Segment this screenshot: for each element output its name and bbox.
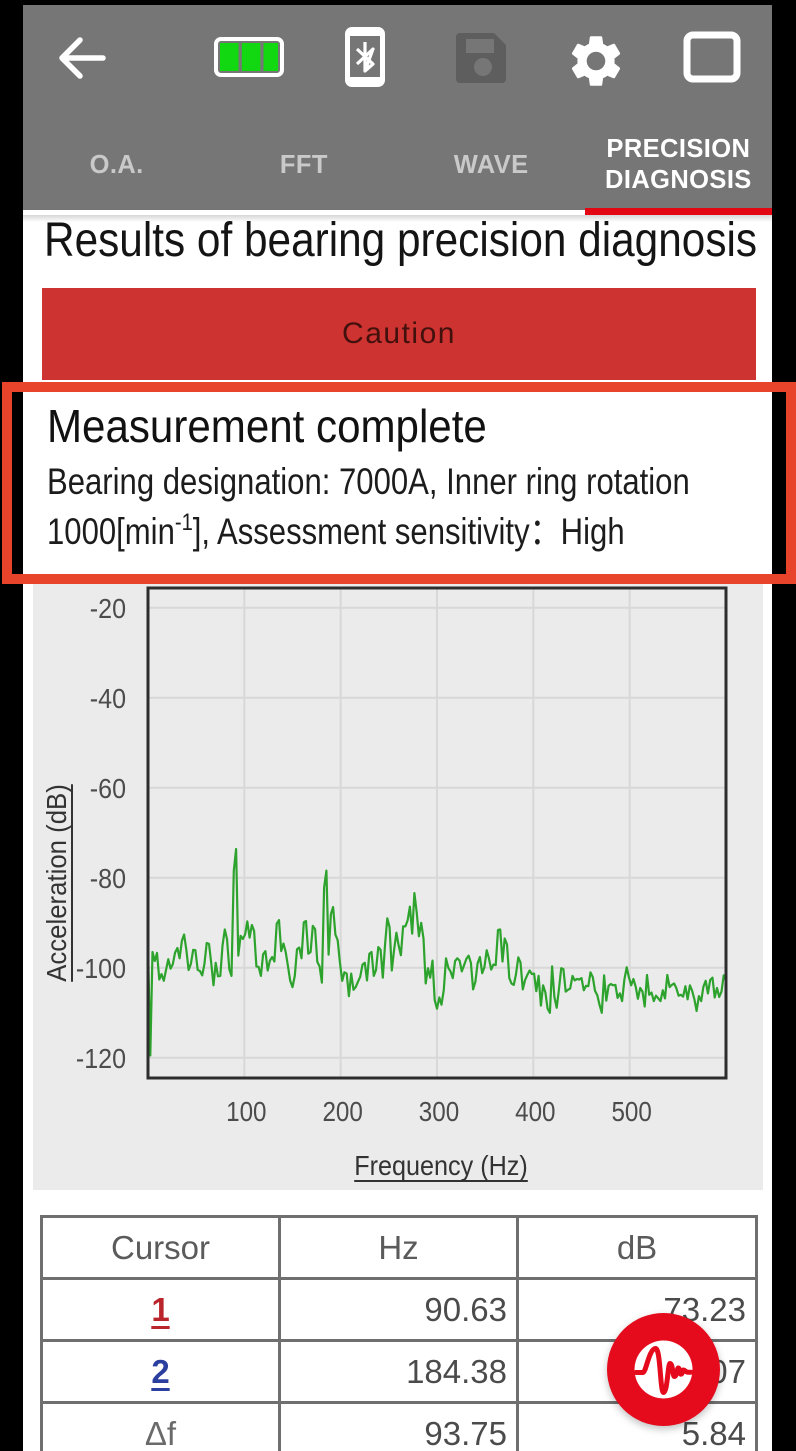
tab-bar: O.A. FFT WAVE PRECISION DIAGNOSIS bbox=[23, 122, 772, 208]
vibration-waveform-fab[interactable] bbox=[607, 1313, 720, 1426]
back-arrow-icon[interactable] bbox=[56, 32, 108, 84]
column-header-db: dB bbox=[516, 1215, 758, 1280]
stop-square-icon[interactable] bbox=[683, 31, 741, 83]
column-header-cursor: Cursor bbox=[40, 1215, 281, 1280]
fft-chart: -20 -40 -60 -80 -100 -120 100 200 300 400 500 Accel… bbox=[33, 584, 763, 1190]
measurement-detail-text-2: ], Assessment sensitivity：High bbox=[192, 511, 625, 552]
measurement-title: Measurement complete bbox=[47, 400, 487, 452]
bluetooth-phone-icon[interactable] bbox=[343, 25, 387, 89]
measurement-detail-text: Bearing designation: 7000A, Inner ring r… bbox=[47, 461, 690, 552]
cursor-table-row: Δf 93.75 5.84 bbox=[40, 1401, 758, 1451]
measurement-summary: Measurement complete Bearing designation… bbox=[47, 403, 772, 557]
y-axis-title: Acceleration (dB) bbox=[41, 784, 72, 982]
x-tick-label: 500 bbox=[611, 1096, 651, 1127]
toolbar: O.A. FFT WAVE PRECISION DIAGNOSIS bbox=[23, 5, 772, 210]
waveform-icon bbox=[633, 1340, 694, 1399]
y-tick-label: -120 bbox=[76, 1043, 126, 1074]
column-header-hz: Hz bbox=[278, 1215, 519, 1280]
y-tick-label: -40 bbox=[90, 683, 126, 714]
fft-chart-svg: -20 -40 -60 -80 -100 -120 100 200 300 400 500 Accel… bbox=[41, 586, 728, 1182]
x-tick-label: 400 bbox=[515, 1096, 555, 1127]
cursor-table-header-row: Cursor Hz dB bbox=[40, 1215, 758, 1280]
cursor-link[interactable]: 1 bbox=[151, 1290, 170, 1328]
cursor-link[interactable]: 2 bbox=[151, 1352, 170, 1390]
hz-value: 90.63 bbox=[278, 1277, 519, 1342]
app-screen: O.A. FFT WAVE PRECISION DIAGNOSIS Results o… bbox=[23, 5, 772, 1451]
y-tick-label: -20 bbox=[90, 593, 126, 624]
hz-value: 184.38 bbox=[278, 1339, 519, 1404]
plot-border bbox=[146, 586, 728, 1080]
tab-fft[interactable]: FFT bbox=[279, 150, 328, 179]
cursor-cell: Δf bbox=[40, 1401, 281, 1451]
settings-gear-icon[interactable] bbox=[565, 30, 627, 92]
x-axis-title: Frequency (Hz) bbox=[354, 1150, 528, 1181]
cursor-table: CursorHzdB190.6373.232184.3879.07Δf93.75… bbox=[40, 1215, 758, 1451]
page-title: Results of bearing precision diagnosis bbox=[44, 214, 758, 267]
measurement-detail: Bearing designation: 7000A, Inner ring r… bbox=[47, 461, 690, 552]
y-tick-label: -100 bbox=[76, 953, 126, 984]
active-tab-underline bbox=[585, 208, 772, 215]
x-tick-label: 300 bbox=[419, 1096, 459, 1127]
tab-precision-diagnosis[interactable]: PRECISION DIAGNOSIS bbox=[605, 135, 752, 194]
cursor-delta-label: Δf bbox=[144, 1414, 177, 1451]
y-tick-label: -60 bbox=[90, 773, 126, 804]
save-icon[interactable] bbox=[452, 29, 510, 87]
tab-wave[interactable]: WAVE bbox=[453, 150, 529, 179]
toolbar-shadow bbox=[23, 215, 772, 222]
x-tick-label: 100 bbox=[226, 1096, 266, 1127]
battery-icon bbox=[214, 37, 284, 77]
caution-label: Caution bbox=[342, 317, 456, 350]
cursor-cell: 2 bbox=[40, 1339, 281, 1404]
spectrum-line bbox=[146, 847, 727, 1057]
hz-value: 93.75 bbox=[278, 1401, 519, 1451]
y-tick-label: -80 bbox=[90, 863, 126, 894]
x-tick-label: 200 bbox=[322, 1096, 362, 1127]
cursor-cell: 1 bbox=[40, 1277, 281, 1342]
tab-o-a[interactable]: O.A. bbox=[89, 150, 144, 179]
caution-banner: Caution bbox=[42, 288, 756, 380]
